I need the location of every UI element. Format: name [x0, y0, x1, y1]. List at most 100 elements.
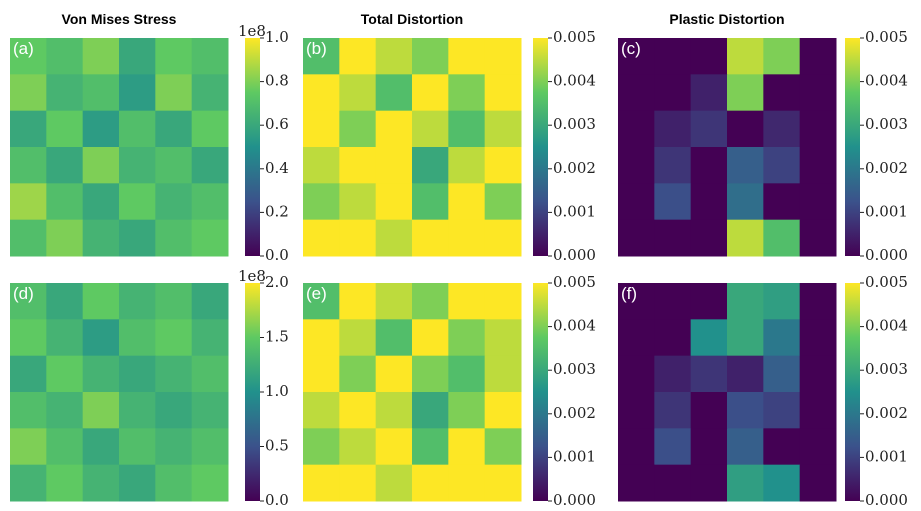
heatmap-cell [654, 319, 691, 356]
heatmap-cell [10, 392, 47, 429]
heatmap-cell [654, 356, 691, 393]
heatmap-cell [192, 465, 229, 502]
heatmap-cell [691, 220, 728, 257]
heatmap-cell [691, 111, 728, 148]
colorbar-tick-label: 0.000 [865, 491, 908, 509]
heatmap-cell [727, 220, 764, 257]
heatmap-cell [83, 319, 120, 356]
heatmap-cell [412, 183, 449, 220]
heatmap-cell [485, 392, 522, 429]
heatmap-cell [691, 74, 728, 111]
heatmap-cell [412, 74, 449, 111]
heatmap-cell [83, 392, 120, 429]
heatmap-cell [192, 74, 229, 111]
heatmap-cell [412, 465, 449, 502]
heatmap-cell [618, 428, 655, 465]
heatmap-cell [303, 465, 340, 502]
colorbar [533, 38, 548, 256]
colorbar-tick-label: 0.005 [865, 28, 908, 46]
heatmap-cell [800, 465, 837, 502]
heatmap-cell [654, 111, 691, 148]
heatmap-cell [339, 74, 376, 111]
heatmap-cell [763, 283, 800, 320]
heatmap-cell [376, 428, 413, 465]
heatmap-cell [83, 147, 120, 184]
heatmap-cell [339, 356, 376, 393]
heatmap-cell [763, 74, 800, 111]
colorbar-tick-label: 0.004 [553, 317, 596, 335]
heatmap-cell [46, 220, 83, 257]
heatmap-cell [46, 319, 83, 356]
heatmap-cell [448, 74, 485, 111]
heatmap-cell [485, 183, 522, 220]
heatmap-cell [763, 465, 800, 502]
colorbar-tick-label: 0.0 [265, 246, 289, 264]
colorbar-tick-label: 1.0 [265, 382, 289, 400]
heatmap-cell [618, 111, 655, 148]
heatmap-cell [339, 465, 376, 502]
heatmap-cell [303, 319, 340, 356]
colorbar-tick-label: 0.2 [265, 202, 289, 220]
heatmap-cell [155, 38, 192, 75]
panel-label: (d) [13, 284, 34, 303]
heatmap-cell [303, 220, 340, 257]
heatmap-cell [654, 428, 691, 465]
heatmap-cell [618, 220, 655, 257]
heatmap-cell [763, 183, 800, 220]
heatmap-cell [10, 356, 47, 393]
heatmap-cell [727, 147, 764, 184]
heatmap-cell [800, 283, 837, 320]
heatmap-cell [448, 38, 485, 75]
heatmap-cell [119, 111, 156, 148]
colorbar-tick-label: 0.000 [865, 246, 908, 264]
heatmap-cell [376, 38, 413, 75]
heatmap-cell [412, 392, 449, 429]
heatmap-cell [727, 183, 764, 220]
heatmap-cell [485, 465, 522, 502]
heatmap-cell [800, 38, 837, 75]
heatmap-cell [763, 392, 800, 429]
heatmap-cell [155, 111, 192, 148]
heatmap-cell [155, 392, 192, 429]
colorbar-tick-label: 0.4 [265, 159, 289, 177]
heatmap-cell [10, 428, 47, 465]
colorbar-tick-label: 0.002 [553, 159, 596, 177]
heatmap-cell [119, 74, 156, 111]
colorbar-tick-label: 0.004 [865, 317, 908, 335]
heatmap-cell [303, 392, 340, 429]
heatmap-cell [448, 147, 485, 184]
panel-label: (c) [621, 39, 641, 58]
heatmap-cell [485, 220, 522, 257]
heatmap-cell [192, 111, 229, 148]
heatmap-cell [654, 465, 691, 502]
heatmap-cell [800, 147, 837, 184]
heatmap-cell [691, 283, 728, 320]
heatmap-cell [303, 356, 340, 393]
heatmap-cell [119, 220, 156, 257]
heatmap-cell [192, 428, 229, 465]
heatmap-cell [691, 392, 728, 429]
heatmap-cell [83, 428, 120, 465]
heatmap-cell [485, 319, 522, 356]
heatmap-cell [339, 319, 376, 356]
colorbar-tick-label: 0.000 [553, 491, 596, 509]
heatmap-cell [339, 428, 376, 465]
heatmap-cell [119, 319, 156, 356]
colorbar-tick-label: 0.0 [265, 491, 289, 509]
heatmap-cell [800, 183, 837, 220]
heatmap-cell [485, 356, 522, 393]
heatmap-cell [485, 74, 522, 111]
heatmap-cell [654, 38, 691, 75]
heatmap-cell [119, 428, 156, 465]
figure: 0.00.20.40.60.81.01e8Von Mises Stress(a)… [0, 0, 921, 511]
heatmap-cell [412, 428, 449, 465]
heatmap-cell [376, 183, 413, 220]
colorbar [533, 283, 548, 501]
heatmap-cell [192, 283, 229, 320]
heatmap-cell [155, 356, 192, 393]
heatmap-cell [155, 428, 192, 465]
heatmap-cell [303, 428, 340, 465]
heatmap-cell [83, 356, 120, 393]
heatmap-cell [10, 220, 47, 257]
heatmap-cell [654, 74, 691, 111]
